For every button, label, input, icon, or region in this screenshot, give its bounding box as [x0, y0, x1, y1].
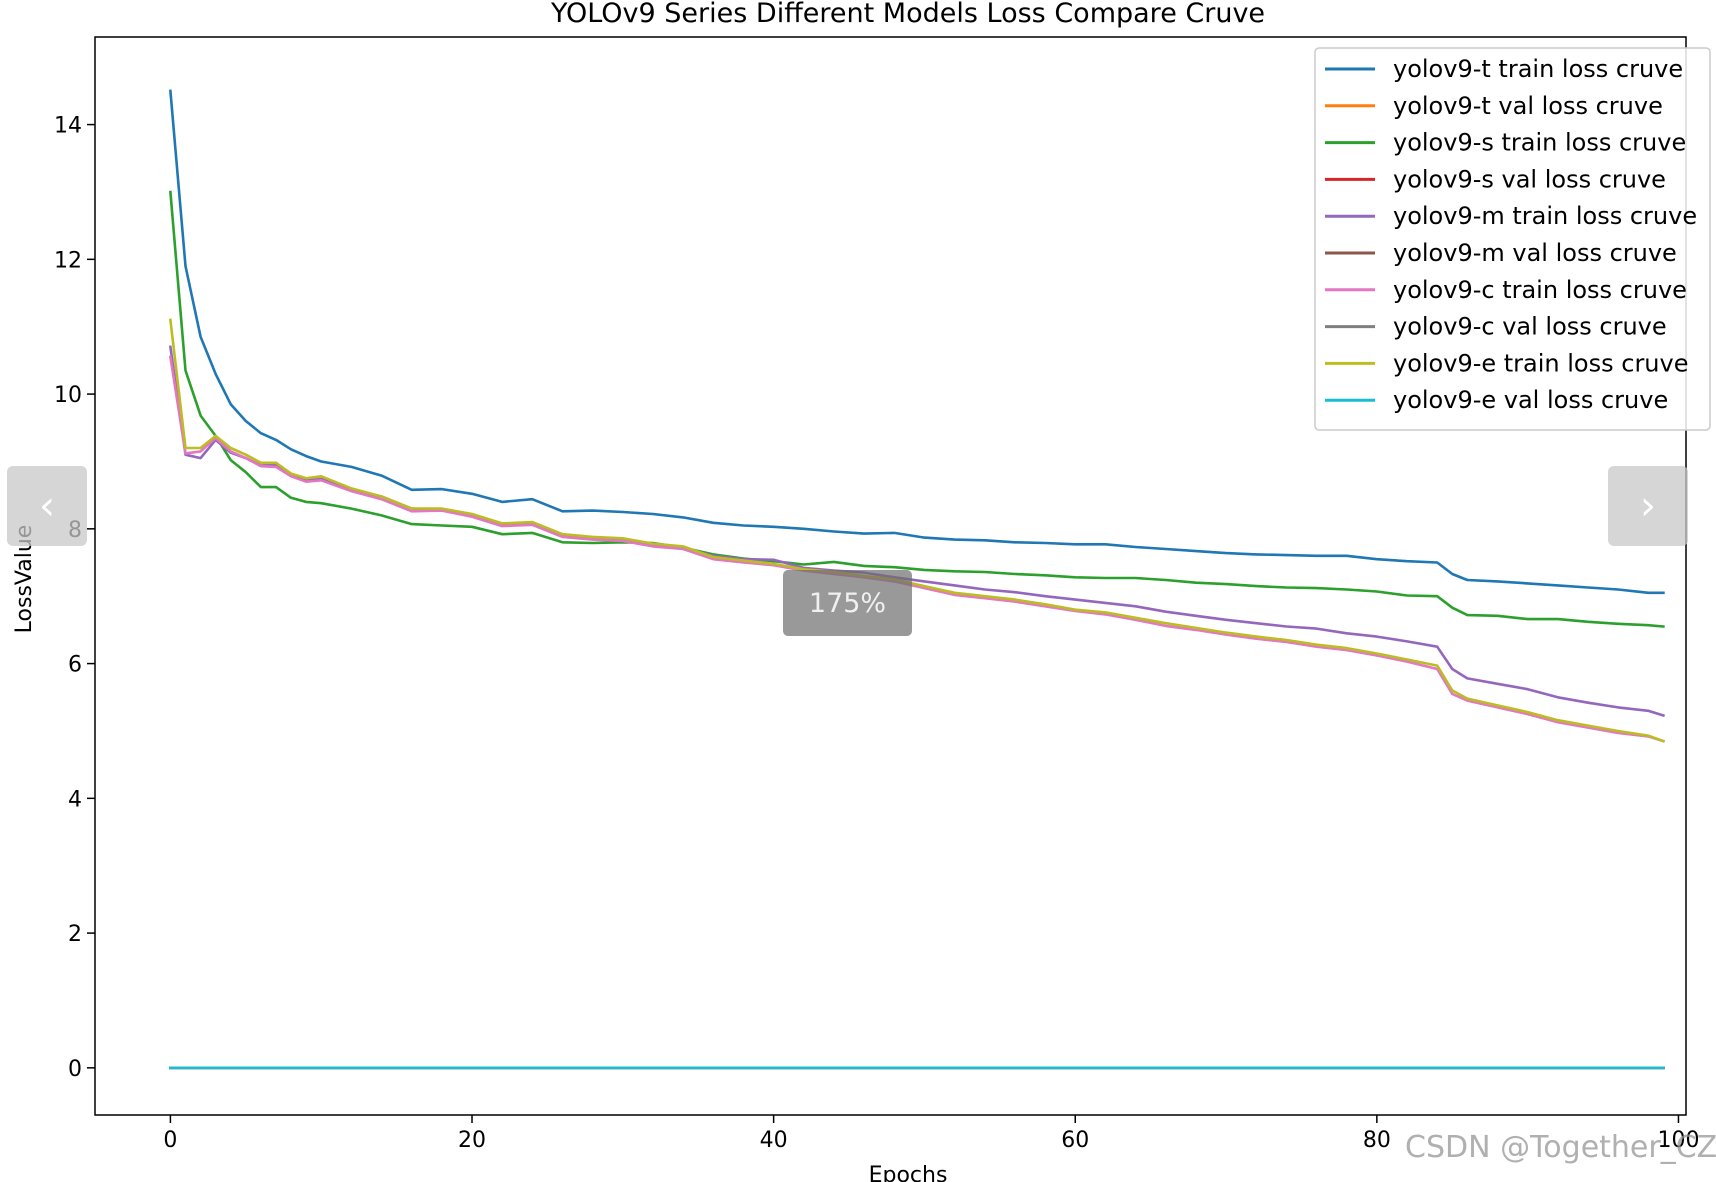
- x-axis-label: Epochs: [869, 1163, 948, 1182]
- y-tick-label-14: 14: [54, 114, 82, 139]
- plot-frame: [94, 36, 1687, 1116]
- legend-label-4: yolov9-m train loss cruve: [1393, 202, 1697, 230]
- y-tick-label-12: 12: [54, 248, 82, 273]
- y-tick-label-6: 6: [68, 653, 82, 678]
- series-line-0: [168, 89, 1665, 595]
- watermark: CSDN @Together_CZ: [1405, 1130, 1716, 1165]
- x-tick-label-80: 80: [1363, 1128, 1391, 1153]
- legend-label-9: yolov9-e val loss cruve: [1393, 386, 1668, 414]
- series-line-2: [168, 190, 1665, 628]
- x-tick-label-40: 40: [760, 1128, 788, 1153]
- zoom-level-indicator: 175%: [783, 570, 912, 636]
- legend-label-5: yolov9-m val loss cruve: [1393, 239, 1677, 267]
- legend-label-8: yolov9-e train loss cruve: [1393, 349, 1689, 377]
- y-tick-label-10: 10: [54, 383, 82, 408]
- y-tick-label-2: 2: [68, 922, 82, 947]
- legend-label-6: yolov9-c train loss cruve: [1393, 276, 1687, 304]
- plot-area: 02040608010002468101214: [54, 36, 1699, 1153]
- legend-label-1: yolov9-t val loss cruve: [1393, 92, 1663, 120]
- legend-label-7: yolov9-c val loss cruve: [1393, 313, 1667, 341]
- next-image-button[interactable]: ›: [1608, 466, 1688, 546]
- x-tick-label-60: 60: [1061, 1128, 1089, 1153]
- y-tick-label-4: 4: [68, 787, 82, 812]
- chart-title: YOLOv9 Series Different Models Loss Comp…: [550, 0, 1265, 29]
- legend-label-3: yolov9-s val loss cruve: [1393, 165, 1666, 193]
- legend: yolov9-t train loss cruve yolov9-t val lo…: [1314, 47, 1711, 431]
- chevron-right-icon: ›: [1640, 483, 1656, 529]
- legend-label-2: yolov9-s train loss cruve: [1393, 129, 1686, 157]
- x-tick-label-100: 100: [1657, 1128, 1699, 1153]
- prev-image-button[interactable]: ‹: [7, 466, 87, 546]
- y-tick-label-0: 0: [68, 1057, 82, 1082]
- x-tick-label-20: 20: [458, 1128, 486, 1153]
- chevron-left-icon: ‹: [39, 483, 55, 529]
- legend-box: [1314, 47, 1711, 431]
- legend-label-0: yolov9-t train loss cruve: [1393, 55, 1683, 83]
- x-tick-label-0: 0: [163, 1128, 177, 1153]
